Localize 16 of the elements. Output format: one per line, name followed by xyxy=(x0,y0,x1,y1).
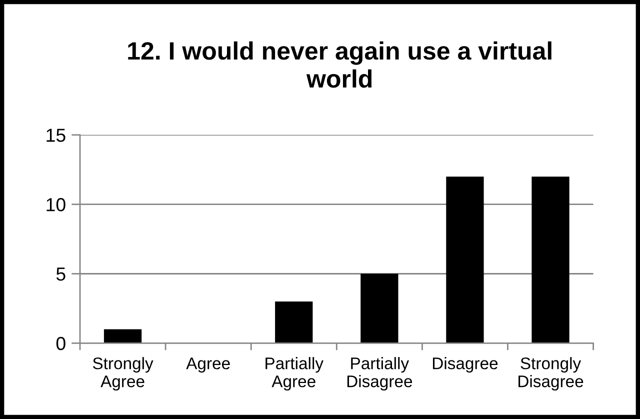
x-tick-label: Strongly Disagree xyxy=(518,357,584,391)
bar xyxy=(275,302,313,344)
bar xyxy=(104,329,142,344)
x-tick-label: Partially Disagree xyxy=(347,357,412,391)
bar xyxy=(446,176,484,344)
y-tick-label: 0 xyxy=(56,336,66,350)
bar xyxy=(532,176,570,344)
y-tick-label: 10 xyxy=(46,198,66,212)
chart-title: 12. I would never again use a virtual world xyxy=(128,41,552,88)
y-tick-label: 5 xyxy=(56,268,66,281)
y-tick-label: 15 xyxy=(46,128,66,142)
x-tick-label: Partially Agree xyxy=(266,357,324,391)
x-tick-label: Strongly Agree xyxy=(92,357,154,391)
bar xyxy=(360,274,398,344)
x-tick-label: Disagree xyxy=(432,357,498,373)
x-tick-label: Agree xyxy=(186,358,230,373)
